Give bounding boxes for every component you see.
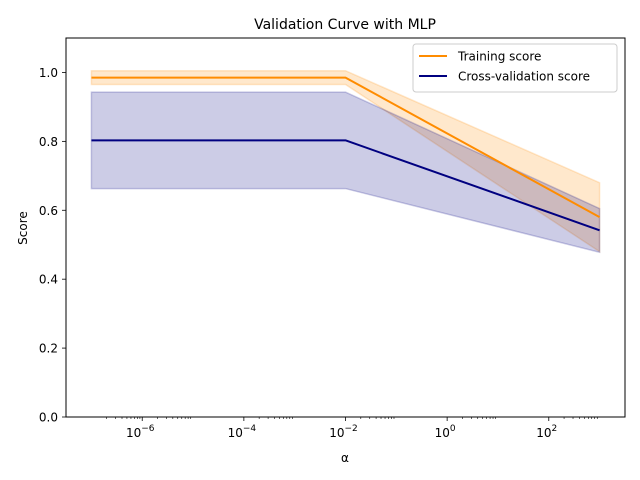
x-tick-exponent: 2 [552,424,558,434]
x-axis-ticks: 10−6 10−4 10−2 100 102 [106,417,598,440]
x-tick-exponent: 0 [450,424,456,434]
cv-score-line [91,139,600,232]
x-tick-label: 10−4 [228,424,257,440]
y-tick-label: 0.4 [39,273,58,287]
x-tick-exponent: −2 [345,424,358,434]
y-axis-ticks: 0.0 0.2 0.4 0.6 0.8 1.0 [39,66,66,425]
y-tick-label: 0.8 [39,135,58,149]
series-lines [91,76,601,232]
x-tick-exponent: −4 [243,424,257,434]
legend-box [412,43,618,93]
chart-title: Validation Curve with MLP [254,17,436,33]
y-tick-label: 0.2 [39,342,58,356]
y-tick-label: 0.0 [39,411,58,425]
legend-training-label: Training score [457,50,541,64]
x-tick-label: 10−6 [126,424,155,440]
y-tick-label: 0.6 [39,204,58,218]
legend-cv-label: Cross-validation score [458,70,590,84]
cv-score-band [90,91,601,254]
x-tick-label: 10−2 [329,424,358,440]
x-tick-exponent: −6 [141,424,155,434]
x-tick-label: 100 [435,424,456,440]
x-tick-label: 102 [536,424,557,440]
x-tick-base: 10 [536,426,551,440]
x-tick-base: 10 [228,426,243,440]
x-tick-base: 10 [329,426,344,440]
x-tick-base: 10 [126,426,141,440]
y-tick-label: 1.0 [39,66,58,80]
training-score-line [91,76,601,219]
x-axis-label: α [341,451,349,465]
legend: Training score Cross-validation score [412,43,618,93]
y-axis-label: Score [16,211,30,245]
x-tick-base: 10 [435,426,450,440]
